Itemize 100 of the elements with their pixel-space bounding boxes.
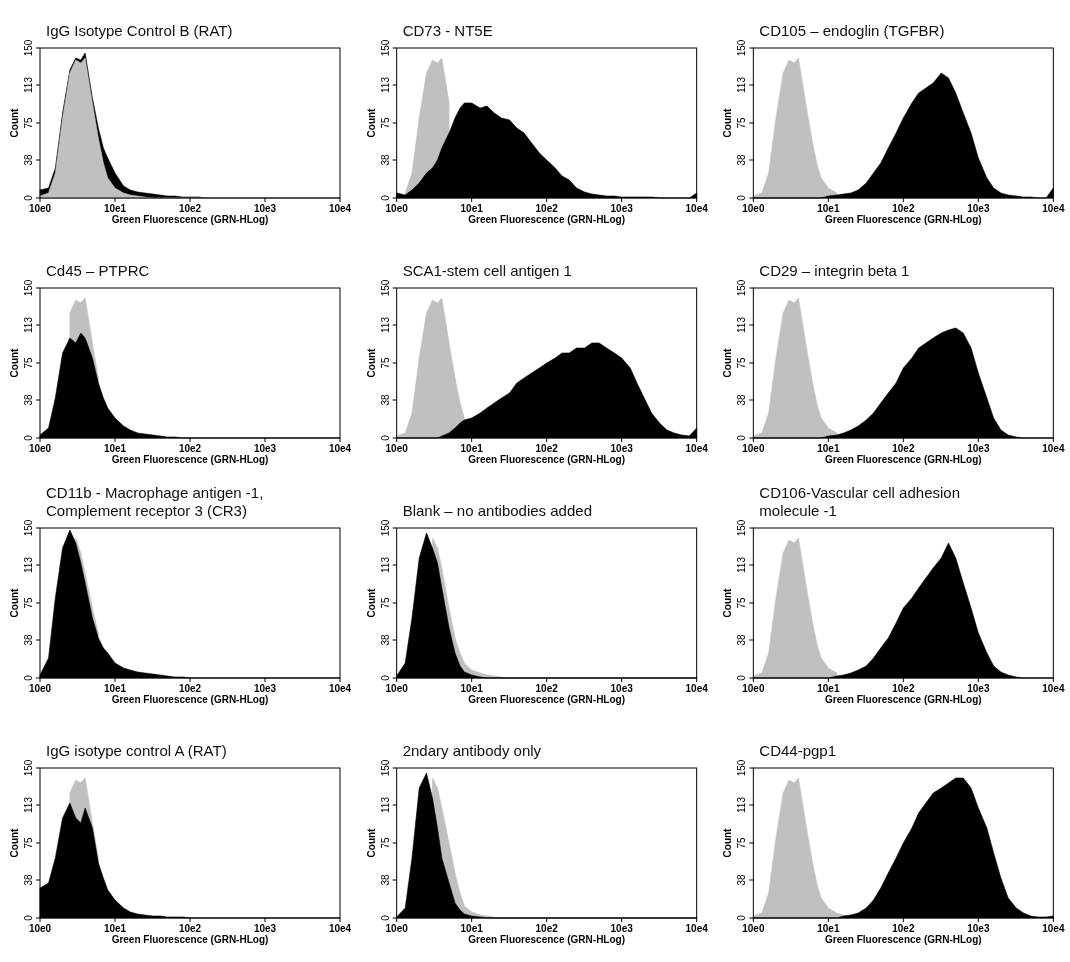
y-tick-label: 113 xyxy=(736,76,748,93)
y-tick-label: 0 xyxy=(23,914,34,921)
y-tick-label: 113 xyxy=(736,556,748,573)
y-axis-title: Count xyxy=(365,347,377,378)
y-tick-label: 75 xyxy=(379,837,391,849)
x-tick-label: 10e2 xyxy=(535,923,559,934)
y-axis-title: Count xyxy=(9,347,20,378)
y-tick-label: 38 xyxy=(23,154,34,166)
x-tick-label: 10e4 xyxy=(685,683,709,694)
chart-title: 2ndary antibody only xyxy=(402,742,542,759)
y-tick-label: 113 xyxy=(379,76,391,93)
y-tick-label: 75 xyxy=(736,597,748,609)
x-tick-label: 10e1 xyxy=(103,443,127,454)
x-tick-label: 10e0 xyxy=(385,443,409,454)
y-tick-label: 150 xyxy=(379,39,391,57)
y-tick-label: 38 xyxy=(736,154,748,166)
x-axis-title: Green Fluorescence (GRN-HLog) xyxy=(468,214,626,225)
x-tick-label: 10e2 xyxy=(178,203,202,214)
x-tick-label: 10e0 xyxy=(28,443,52,454)
x-tick-label: 10e2 xyxy=(178,683,202,694)
x-tick-label: 10e0 xyxy=(742,443,765,454)
y-tick-label: 150 xyxy=(379,759,391,777)
x-tick-label: 10e2 xyxy=(178,923,202,934)
y-tick-label: 150 xyxy=(379,519,391,537)
y-tick-label: 38 xyxy=(379,634,391,646)
y-tick-label: 150 xyxy=(23,759,34,777)
chart-title: SCA1-stem cell antigen 1 xyxy=(402,262,572,279)
x-axis-title: Green Fluorescence (GRN-HLog) xyxy=(824,454,982,465)
y-axis-title: Count xyxy=(365,827,377,858)
y-tick-label: 113 xyxy=(736,316,748,333)
x-tick-label: 10e3 xyxy=(253,683,277,694)
y-tick-label: 113 xyxy=(23,556,34,573)
y-axis-title: Count xyxy=(722,347,734,378)
x-tick-label: 10e1 xyxy=(460,443,484,454)
x-axis-title: Green Fluorescence (GRN-HLog) xyxy=(824,694,982,705)
x-tick-label: 10e4 xyxy=(328,443,352,454)
y-tick-label: 0 xyxy=(23,194,34,201)
x-tick-label: 10e1 xyxy=(103,923,127,934)
y-axis-title: Count xyxy=(9,107,20,138)
chart-title: CD11b - Macrophage antigen -1, Complement receptor 3 (CR3) xyxy=(46,484,264,519)
y-tick-label: 38 xyxy=(23,634,34,646)
y-axis-title: Count xyxy=(365,587,377,618)
chart-title: CD44-pgp1 xyxy=(759,742,837,759)
x-tick-label: 10e2 xyxy=(535,683,559,694)
x-tick-label: 10e0 xyxy=(28,203,52,214)
y-tick-label: 113 xyxy=(379,556,391,573)
y-tick-label: 0 xyxy=(736,434,748,441)
y-tick-label: 0 xyxy=(23,674,34,681)
y-tick-label: 75 xyxy=(23,597,34,609)
y-tick-label: 75 xyxy=(379,597,391,609)
x-tick-label: 10e3 xyxy=(967,203,990,214)
x-axis-title: Green Fluorescence (GRN-HLog) xyxy=(111,454,269,465)
y-tick-label: 75 xyxy=(23,837,34,849)
x-axis-title: Green Fluorescence (GRN-HLog) xyxy=(824,934,982,945)
x-tick-label: 10e3 xyxy=(610,203,634,214)
x-tick-label: 10e0 xyxy=(742,923,765,934)
y-tick-label: 0 xyxy=(736,914,748,921)
y-tick-label: 75 xyxy=(736,117,748,129)
y-axis-title: Count xyxy=(9,587,20,618)
x-tick-label: 10e3 xyxy=(610,683,634,694)
chart-title: Blank – no antibodies added xyxy=(402,502,592,519)
x-tick-label: 10e4 xyxy=(1042,923,1065,934)
x-axis-title: Green Fluorescence (GRN-HLog) xyxy=(824,214,982,225)
y-tick-label: 75 xyxy=(23,117,34,129)
y-tick-label: 38 xyxy=(736,874,748,886)
y-axis-title: Count xyxy=(722,587,734,618)
x-tick-label: 10e3 xyxy=(610,923,634,934)
y-tick-label: 150 xyxy=(736,39,748,57)
y-axis-title: Count xyxy=(9,827,20,858)
y-axis-title: Count xyxy=(365,107,377,138)
y-tick-label: 38 xyxy=(23,394,34,406)
x-tick-label: 10e1 xyxy=(103,203,127,214)
y-tick-label: 113 xyxy=(379,796,391,813)
chart-title: CD29 – integrin beta 1 xyxy=(759,262,910,279)
x-tick-label: 10e1 xyxy=(817,443,840,454)
chart-title: CD105 – endoglin (TGFBR) xyxy=(759,22,945,39)
x-tick-label: 10e4 xyxy=(1042,203,1065,214)
x-tick-label: 10e1 xyxy=(817,923,840,934)
x-tick-label: 10e3 xyxy=(967,683,990,694)
x-tick-label: 10e0 xyxy=(385,683,409,694)
x-tick-label: 10e1 xyxy=(817,203,840,214)
x-axis-title: Green Fluorescence (GRN-HLog) xyxy=(468,694,626,705)
x-tick-label: 10e4 xyxy=(685,203,709,214)
y-tick-label: 75 xyxy=(23,357,34,369)
y-tick-label: 38 xyxy=(736,634,748,646)
y-axis-title: Count xyxy=(722,827,734,858)
x-tick-label: 10e2 xyxy=(892,683,915,694)
y-tick-label: 75 xyxy=(379,117,391,129)
x-tick-label: 10e2 xyxy=(535,203,559,214)
y-tick-label: 75 xyxy=(379,357,391,369)
x-tick-label: 10e1 xyxy=(460,203,484,214)
x-axis-title: Green Fluorescence (GRN-HLog) xyxy=(111,694,269,705)
x-tick-label: 10e3 xyxy=(967,443,990,454)
x-tick-label: 10e4 xyxy=(328,203,352,214)
x-tick-label: 10e2 xyxy=(535,443,559,454)
y-tick-label: 113 xyxy=(23,796,34,813)
x-tick-label: 10e0 xyxy=(28,923,52,934)
y-tick-label: 113 xyxy=(736,796,748,813)
x-tick-label: 10e1 xyxy=(103,683,127,694)
x-tick-label: 10e4 xyxy=(1042,443,1065,454)
